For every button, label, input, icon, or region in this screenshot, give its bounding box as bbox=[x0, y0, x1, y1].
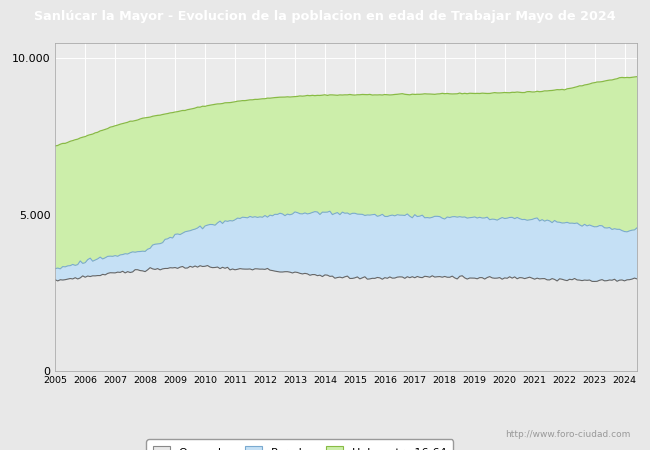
Legend: Ocupados, Parados, Hab. entre 16-64: Ocupados, Parados, Hab. entre 16-64 bbox=[146, 440, 453, 450]
Text: Sanlúcar la Mayor - Evolucion de la poblacion en edad de Trabajar Mayo de 2024: Sanlúcar la Mayor - Evolucion de la pobl… bbox=[34, 10, 616, 22]
Text: http://www.foro-ciudad.com: http://www.foro-ciudad.com bbox=[505, 430, 630, 439]
